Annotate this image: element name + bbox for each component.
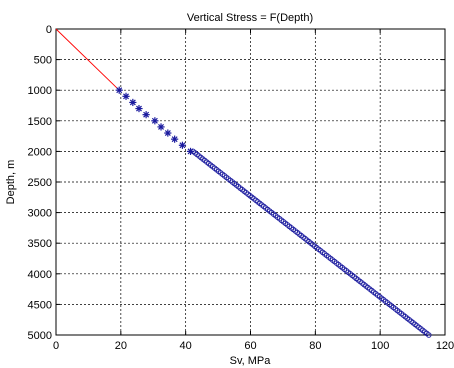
x-tick-label: 0 (53, 340, 59, 352)
x-tick-label: 100 (371, 340, 389, 352)
y-tick-label: 0 (46, 24, 52, 36)
y-tick-label: 4500 (28, 299, 52, 311)
y-tick-label: 3500 (28, 238, 52, 250)
data-series (55, 28, 432, 338)
star-marker (129, 98, 137, 107)
y-tick-label: 2000 (28, 146, 52, 158)
y-tick-label: 4000 (28, 269, 52, 281)
star-marker (122, 92, 130, 100)
y-tick-label: 1500 (28, 116, 52, 128)
star-marker (142, 111, 150, 119)
star-marker (157, 123, 165, 131)
axis-ticks: 0 20 40 60 80 100 120 0 500 1000 1500 2000 2500 3000 3… (28, 24, 454, 352)
star-marker (164, 129, 172, 137)
star-marker (135, 104, 143, 113)
x-tick-label: 60 (244, 340, 256, 352)
star-marker (178, 141, 187, 149)
y-tick-label: 3000 (28, 208, 52, 220)
x-axis-title: Sv, MPa (230, 355, 272, 367)
star-marker (171, 135, 179, 143)
y-tick-label: 5000 (28, 330, 52, 342)
star-marker (151, 117, 159, 125)
gridlines (56, 29, 445, 335)
x-tick-label: 120 (436, 340, 454, 352)
y-tick-label: 500 (34, 55, 52, 67)
chart-title: Vertical Stress = F(Depth) (187, 12, 313, 24)
y-tick-label: 1000 (28, 85, 52, 97)
x-tick-label: 40 (180, 340, 192, 352)
x-tick-label: 20 (115, 340, 127, 352)
y-tick-label: 2500 (28, 177, 52, 189)
y-axis-title: Depth, m (5, 160, 17, 205)
series-line (55, 28, 120, 91)
x-tick-label: 80 (309, 340, 321, 352)
star-marker (115, 86, 123, 94)
circle-marker (426, 332, 432, 338)
